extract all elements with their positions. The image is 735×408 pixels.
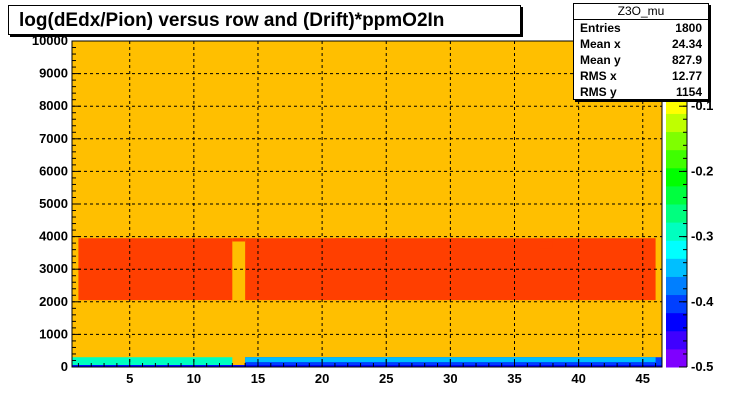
x-tick-label: 35	[507, 371, 521, 386]
color-bar-swatch	[666, 185, 687, 205]
stat-label: RMS y	[580, 85, 617, 99]
color-bar-swatch	[666, 131, 687, 151]
color-bar-swatch	[666, 312, 687, 332]
z-tick-label: -0.1	[691, 98, 713, 113]
x-tick-label: 25	[379, 371, 393, 386]
stats-box: Z3O_mu Entries 1800 Mean x 24.34 Mean y …	[573, 3, 709, 100]
y-tick-label: 1000	[39, 326, 68, 341]
color-bar-swatch	[666, 240, 687, 259]
y-tick-label: 3000	[39, 261, 68, 276]
stat-label: Mean x	[580, 37, 621, 51]
stat-row-mean-x: Mean x 24.34	[574, 36, 708, 52]
x-tick-label: 30	[443, 371, 457, 386]
color-bar-swatch	[666, 348, 687, 368]
z-tick-label: -0.2	[691, 163, 713, 178]
heatmap-cell	[334, 238, 348, 242]
stat-value: 24.34	[671, 37, 702, 51]
color-bar-swatch	[666, 330, 687, 350]
x-tick-label: 5	[126, 371, 133, 386]
color-bar-swatch	[666, 294, 687, 314]
color-bar-swatch	[666, 113, 687, 133]
x-tick-label: 20	[315, 371, 329, 386]
heatmap-cell	[72, 340, 233, 348]
heatmap-cell	[232, 238, 246, 301]
z-tick-label: -0.3	[691, 229, 713, 244]
stat-value: 827.9	[671, 53, 702, 67]
color-bar-swatch	[666, 276, 687, 296]
stat-value: 1800	[675, 21, 702, 35]
heatmap-cell	[565, 238, 579, 242]
z-tick-label: -0.4	[691, 294, 714, 309]
heatmap-cell	[72, 365, 662, 367]
color-bar-swatch	[666, 258, 687, 277]
stat-row-rms-x: RMS x 12.77	[574, 68, 708, 84]
heatmap-cell	[72, 357, 233, 366]
y-tick-label: 5000	[39, 196, 68, 211]
color-bar-swatch	[666, 167, 687, 187]
heatmap-cell	[540, 241, 553, 249]
stats-name: Z3O_mu	[574, 4, 708, 20]
y-tick-label: 6000	[39, 163, 68, 178]
x-tick-label: 40	[571, 371, 585, 386]
y-tick-label: 10000	[32, 33, 68, 48]
x-tick-label: 45	[636, 371, 650, 386]
stat-label: Mean y	[580, 53, 621, 67]
x-tick-label: 15	[251, 371, 265, 386]
stat-row-entries: Entries 1800	[574, 20, 708, 36]
stat-row-mean-y: Mean y 827.9	[574, 52, 708, 68]
stat-value: 1154	[675, 85, 702, 99]
x-tick-label: 10	[187, 371, 201, 386]
stat-label: Entries	[580, 21, 621, 35]
color-bar-swatch	[666, 222, 687, 241]
z-tick-label: -0.5	[691, 359, 713, 374]
chart-title: log(dEdx/Pion) versus row and (Drift)*pp…	[8, 5, 521, 35]
stat-row-rms-y: RMS y 1154	[574, 84, 708, 100]
y-tick-label: 7000	[39, 131, 68, 146]
color-bar-swatch	[666, 204, 687, 223]
y-tick-label: 8000	[39, 98, 68, 113]
heatmap-cell	[72, 352, 233, 363]
heatmap-cell	[232, 238, 246, 242]
y-tick-label: 4000	[39, 229, 68, 244]
y-tick-label: 0	[61, 359, 68, 374]
y-tick-label: 2000	[39, 294, 68, 309]
stat-value: 12.77	[671, 69, 702, 83]
y-tick-label: 9000	[39, 66, 68, 81]
stat-label: RMS x	[580, 69, 617, 83]
color-bar-swatch	[666, 149, 687, 169]
